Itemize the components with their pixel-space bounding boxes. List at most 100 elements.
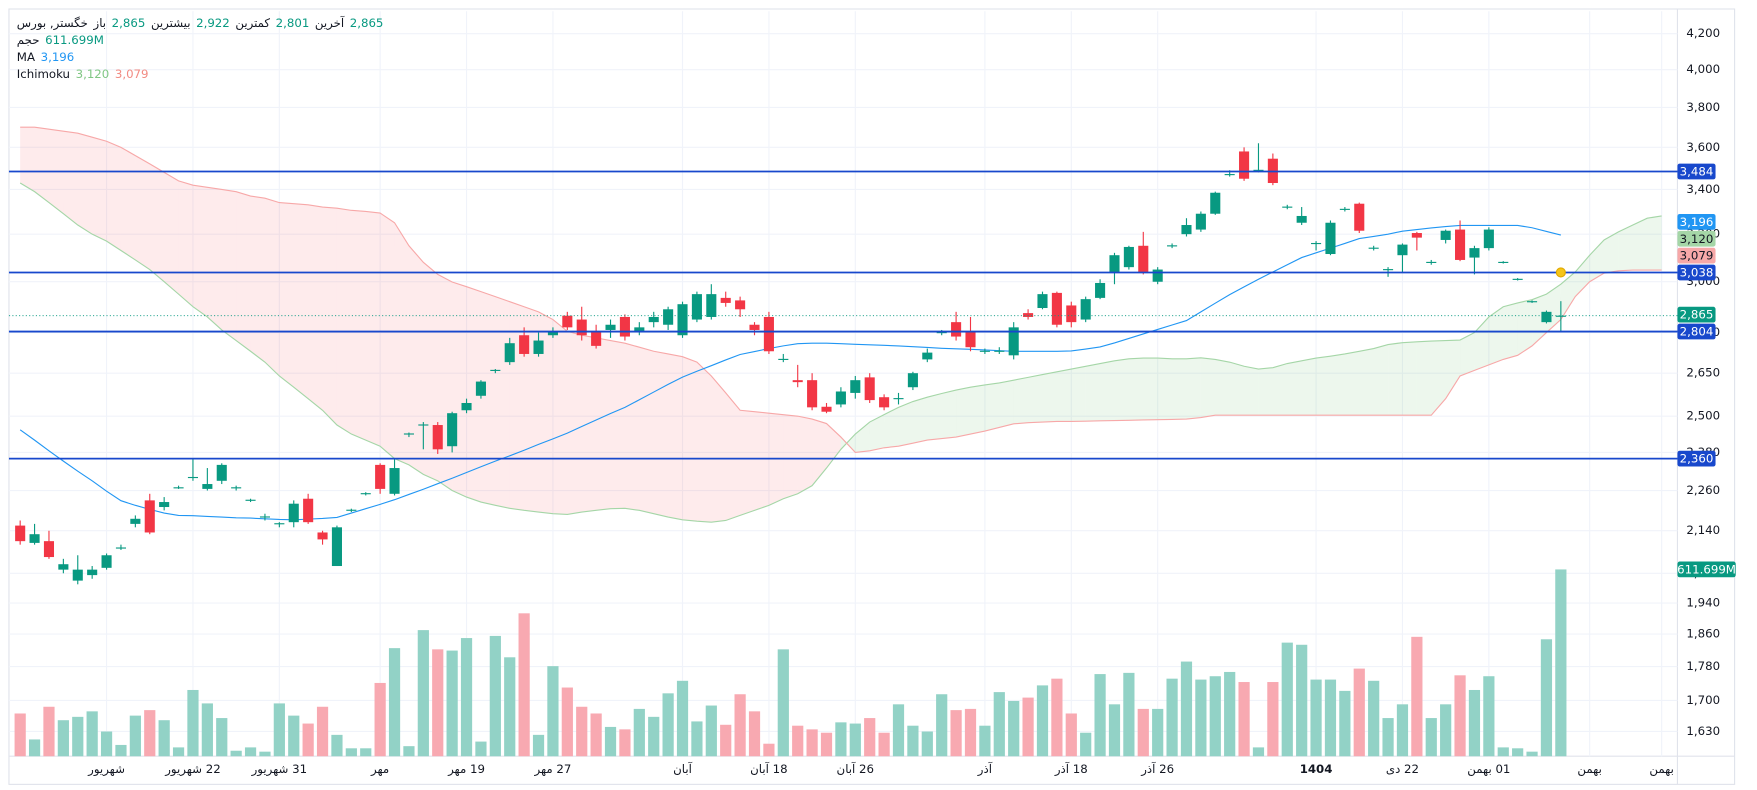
volume-bar — [835, 722, 847, 757]
candle-body — [1095, 282, 1106, 298]
cloud-fill — [1344, 351, 1360, 416]
legend-text: 3,079 — [115, 67, 149, 81]
candle-body — [1498, 261, 1509, 263]
cloud-fill — [1575, 255, 1590, 297]
y-tick-label: 2,140 — [1686, 523, 1720, 537]
price-box — [1677, 213, 1716, 230]
y-tick-label: 2,500 — [1686, 409, 1720, 423]
cloud-fill — [236, 191, 251, 352]
volume-bar — [691, 721, 703, 757]
volume-bar — [388, 648, 401, 757]
volume-bar — [1252, 747, 1265, 757]
candle-body — [1138, 245, 1149, 272]
candle-body — [115, 547, 127, 549]
volume-bar — [1497, 747, 1509, 757]
candle-body — [850, 380, 861, 393]
candle-body — [389, 468, 400, 494]
volume-bar — [1036, 685, 1049, 757]
volume-bar — [604, 726, 617, 757]
candle-body — [979, 350, 990, 352]
cloud-fill — [1647, 215, 1662, 271]
candle-body — [677, 304, 688, 336]
x-tick-label: 19 مهر — [447, 762, 485, 777]
cloud-fill — [783, 414, 798, 499]
volume-bar — [561, 687, 573, 757]
volume-bar — [1310, 679, 1322, 757]
volume-bar — [28, 739, 41, 757]
legend-text: حجم — [17, 33, 40, 47]
price-box-label: 3,196 — [1680, 215, 1714, 229]
volume-bar — [144, 710, 156, 757]
candle-body — [619, 316, 630, 337]
y-tick-label: 4,200 — [1686, 26, 1720, 40]
cloud-fill — [394, 222, 409, 465]
candle-body — [720, 297, 731, 303]
cloud-fill — [1359, 348, 1374, 416]
candle-body — [691, 294, 702, 320]
price-box-label: 2,360 — [1680, 452, 1714, 466]
cloud-fill — [149, 163, 165, 282]
candle-body — [1368, 247, 1379, 249]
volume-box-label: 611.699M — [1677, 562, 1736, 576]
candle-body — [1411, 233, 1422, 238]
cloud-fill — [682, 356, 697, 522]
price-box-label: 3,484 — [1680, 165, 1714, 179]
cloud-fill — [1272, 363, 1288, 416]
candle-body — [1296, 215, 1307, 223]
volume-bar — [892, 704, 905, 757]
candle-body — [576, 319, 587, 336]
cloud-fill — [380, 213, 395, 459]
candle-body — [835, 391, 846, 405]
candle-body — [1224, 174, 1235, 176]
y-tick-label: 1,780 — [1686, 659, 1720, 673]
volume-bar — [1281, 642, 1293, 757]
volume-bar — [1123, 672, 1135, 757]
candle-body — [1512, 278, 1523, 280]
cloud-fill — [538, 311, 553, 514]
x-tick-label: 22 دی — [1386, 762, 1419, 776]
volume-bar — [1555, 569, 1567, 757]
candle-body — [1483, 229, 1494, 249]
cloud-fill — [1200, 357, 1216, 418]
candle-body — [475, 381, 486, 396]
candle-body — [591, 331, 602, 346]
legend-text: خگستر, بورس — [17, 16, 88, 31]
volume-bar — [1382, 718, 1394, 757]
legend-text: 2,865 — [112, 16, 146, 30]
cloud-fill — [956, 387, 971, 438]
volume-bar — [201, 703, 213, 757]
volume-bar — [705, 705, 717, 757]
cloud-fill — [77, 133, 93, 235]
cloud-fill — [1215, 359, 1230, 416]
cloud-fill — [452, 281, 467, 498]
volume-bar — [1166, 678, 1178, 757]
cloud-fill — [120, 147, 136, 260]
volume-bar — [446, 650, 458, 757]
cloud-fill — [941, 390, 957, 439]
candle-body — [706, 294, 717, 317]
volume-bar — [907, 725, 919, 757]
cloud-fill — [826, 423, 841, 469]
x-tick-label: 18 آبان — [750, 762, 787, 776]
cloud-fill — [1229, 362, 1245, 416]
cloud-fill — [884, 407, 899, 448]
candle-body — [173, 487, 184, 489]
x-tick-label: 27 مهر — [533, 762, 571, 777]
volume-bar — [1440, 704, 1452, 757]
volume-bar — [360, 748, 372, 757]
cloud-fill — [1157, 358, 1173, 420]
price-box-label: 3,038 — [1680, 266, 1714, 280]
candle-body — [1455, 229, 1466, 260]
volume-bar — [1396, 704, 1409, 757]
volume-bar — [1108, 704, 1121, 757]
cloud-fill — [984, 382, 1000, 432]
candle-body — [447, 413, 458, 447]
volume-bar — [345, 748, 357, 757]
cloud-fill — [408, 245, 424, 475]
volume-box — [1677, 561, 1736, 578]
cloud-fill — [1128, 358, 1144, 421]
volume-bar — [518, 613, 530, 757]
cloud-fill — [1244, 366, 1259, 416]
candle-body — [562, 315, 573, 328]
candle-body — [490, 369, 501, 371]
